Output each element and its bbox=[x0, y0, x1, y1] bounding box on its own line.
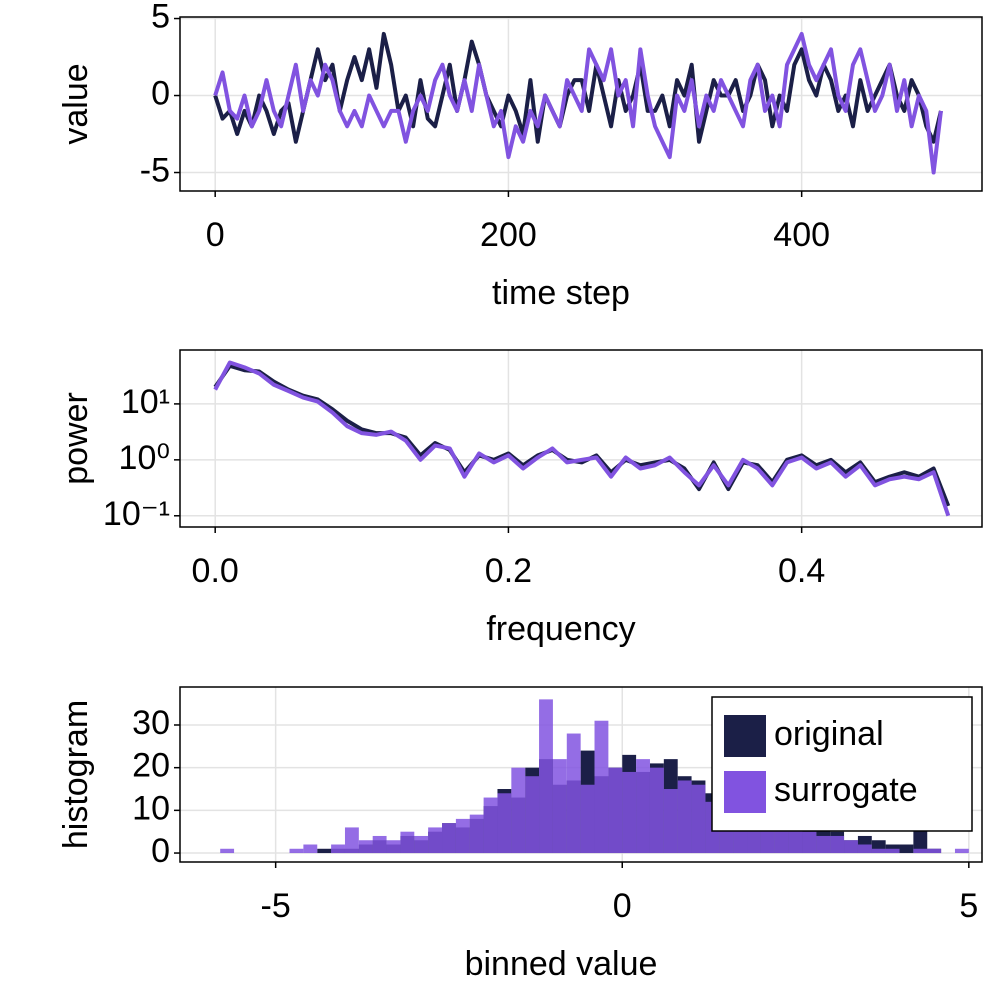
hist-bar bbox=[414, 835, 429, 854]
hist-bar bbox=[483, 797, 498, 854]
hist-bar bbox=[497, 793, 512, 854]
x-tick-label: 0 bbox=[206, 216, 225, 254]
data-line bbox=[213, 360, 951, 517]
hist-bar bbox=[871, 848, 886, 854]
hist-bar bbox=[927, 848, 942, 854]
y-tick-label: 5 bbox=[151, 0, 170, 36]
y-tick-label: 0 bbox=[151, 832, 170, 870]
legend-label: original bbox=[774, 715, 884, 753]
panel: 0 200 400 -5 0 5 time step value bbox=[57, 0, 983, 312]
hist-bar bbox=[954, 848, 969, 854]
hist-bar bbox=[844, 840, 858, 854]
x-tick-label: 0 bbox=[613, 887, 632, 925]
y-axis-label: histogram bbox=[57, 700, 95, 849]
hist-bar bbox=[372, 835, 387, 854]
hist-bar bbox=[344, 827, 359, 854]
hist-bar bbox=[816, 835, 831, 854]
hist-bar bbox=[830, 835, 845, 854]
hist-bar bbox=[317, 848, 332, 854]
hist-bar bbox=[663, 789, 678, 854]
hist-bar bbox=[677, 780, 692, 854]
hist-bar bbox=[469, 814, 484, 854]
hist-bar bbox=[913, 827, 928, 854]
y-tick-label: 30 bbox=[132, 704, 170, 742]
data-line bbox=[213, 363, 951, 507]
plot-area bbox=[180, 350, 982, 527]
x-tick-label: 0.0 bbox=[192, 552, 239, 590]
hist-bar bbox=[303, 844, 318, 854]
hist-bar bbox=[539, 699, 553, 854]
hist-bar bbox=[594, 720, 609, 854]
y-tick-label: -5 bbox=[140, 152, 170, 190]
hist-bar bbox=[899, 844, 914, 854]
hist-bar bbox=[566, 733, 581, 854]
hist-bar bbox=[580, 784, 595, 854]
hist-bar bbox=[331, 844, 345, 854]
hist-bar bbox=[857, 844, 872, 854]
panel: -5 0 5 0 10 20 30 binned value histogram original… bbox=[57, 686, 983, 983]
y-tick-label: 10⁰ bbox=[119, 439, 170, 477]
hist-bar bbox=[442, 823, 456, 854]
hist-bar bbox=[608, 767, 623, 854]
hist-bar bbox=[691, 784, 706, 854]
legend-swatch bbox=[724, 715, 766, 757]
hist-bar bbox=[455, 818, 470, 854]
x-tick-label: 400 bbox=[773, 216, 830, 254]
panel: 0.0 0.2 0.4 10⁻¹ 10⁰ 10¹ frequency power bbox=[57, 349, 983, 648]
hist-bar bbox=[428, 827, 443, 854]
x-tick-label: 200 bbox=[480, 216, 537, 254]
hist-bar bbox=[885, 848, 900, 854]
y-axis-label: value bbox=[57, 63, 95, 144]
plot-frame bbox=[179, 349, 983, 528]
hist-bar bbox=[636, 759, 650, 854]
hist-bar bbox=[802, 831, 817, 854]
hist-bar bbox=[913, 848, 928, 854]
y-axis-label: power bbox=[57, 392, 95, 485]
y-tick-label: 10¹ bbox=[121, 383, 170, 421]
hist-bar bbox=[649, 767, 664, 854]
x-axis-label: frequency bbox=[486, 610, 635, 648]
hist-bar bbox=[386, 840, 401, 854]
x-axis-label: time step bbox=[492, 274, 630, 312]
x-tick-label: 0.2 bbox=[485, 552, 532, 590]
hist-bar bbox=[552, 759, 567, 854]
y-tick-label: 0 bbox=[151, 75, 170, 113]
hist-bar bbox=[220, 848, 235, 854]
hist-bar bbox=[358, 840, 373, 854]
plot-frame bbox=[179, 16, 983, 192]
legend-label: surrogate bbox=[774, 771, 918, 809]
hist-bar bbox=[525, 776, 540, 854]
x-tick-label: 0.4 bbox=[778, 552, 825, 590]
hist-bar bbox=[400, 831, 415, 854]
hist-bar bbox=[622, 771, 637, 854]
data-line bbox=[213, 31, 943, 175]
plot-frame bbox=[179, 686, 983, 863]
x-tick-label: -5 bbox=[261, 887, 291, 925]
legend-swatch bbox=[724, 771, 766, 813]
y-tick-label: 10⁻¹ bbox=[103, 495, 170, 533]
hist-bar bbox=[289, 848, 304, 854]
hist-bar bbox=[788, 827, 803, 854]
y-tick-label: 10 bbox=[132, 789, 170, 827]
x-axis-label: binned value bbox=[465, 945, 658, 983]
hist-bar bbox=[511, 767, 526, 854]
x-tick-label: 5 bbox=[959, 887, 978, 925]
y-tick-label: 20 bbox=[132, 747, 170, 785]
